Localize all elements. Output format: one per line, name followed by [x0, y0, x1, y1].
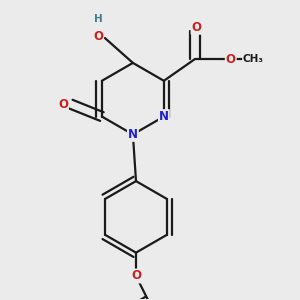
Text: CH₃: CH₃: [243, 54, 264, 64]
Text: H: H: [94, 14, 102, 24]
Text: N: N: [128, 128, 138, 141]
Text: O: O: [191, 21, 202, 34]
Text: N: N: [159, 110, 169, 123]
Text: O: O: [226, 52, 236, 65]
Text: O: O: [93, 30, 103, 43]
Text: O: O: [131, 269, 141, 283]
Text: O: O: [58, 98, 68, 111]
